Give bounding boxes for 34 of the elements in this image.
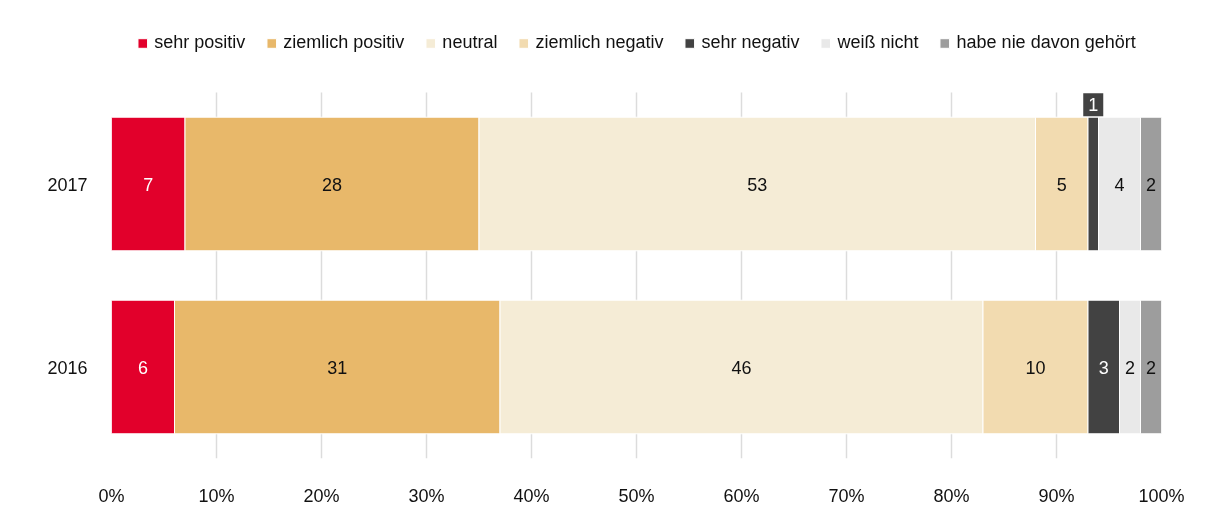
legend-label: sehr positiv — [154, 32, 246, 53]
data-label: 5 — [1056, 174, 1067, 195]
data-label: 31 — [327, 357, 348, 378]
data-label: 4 — [1114, 174, 1125, 195]
x-tick-label: 40% — [513, 485, 550, 506]
data-label: 7 — [143, 174, 154, 195]
legend-label: ziemlich negativ — [535, 32, 664, 53]
data-label: 53 — [747, 174, 768, 195]
y-tick-label: 2016 — [47, 357, 88, 378]
x-tick-label: 50% — [618, 485, 655, 506]
data-label: 6 — [137, 357, 149, 378]
x-tick-label: 60% — [723, 485, 760, 506]
y-tick-label: 2017 — [47, 174, 88, 195]
data-label: 3 — [1098, 357, 1109, 378]
x-tick-label: 20% — [303, 485, 340, 506]
data-label: 2 — [1145, 357, 1157, 378]
legend-label: habe nie davon gehört — [956, 32, 1136, 53]
x-tick-label: 70% — [828, 485, 865, 506]
legend-label: ziemlich positiv — [283, 32, 405, 53]
data-label: 10 — [1025, 357, 1046, 378]
x-tick-label: 0% — [98, 485, 125, 506]
data-label: 46 — [731, 357, 752, 378]
x-tick-label: 80% — [933, 485, 970, 506]
legend-label: weiß nicht — [837, 32, 919, 53]
x-tick-label: 10% — [198, 485, 235, 506]
x-tick-label: 30% — [408, 485, 445, 506]
legend-label: sehr negativ — [701, 32, 800, 53]
data-label: 2 — [1124, 357, 1136, 378]
data-label: 1 — [1088, 95, 1099, 116]
x-tick-label: 100% — [1138, 485, 1185, 506]
x-tick-label: 90% — [1038, 485, 1075, 506]
data-label: 28 — [321, 174, 343, 195]
legend-label: neutral — [442, 32, 498, 53]
data-label: 2 — [1145, 174, 1157, 195]
